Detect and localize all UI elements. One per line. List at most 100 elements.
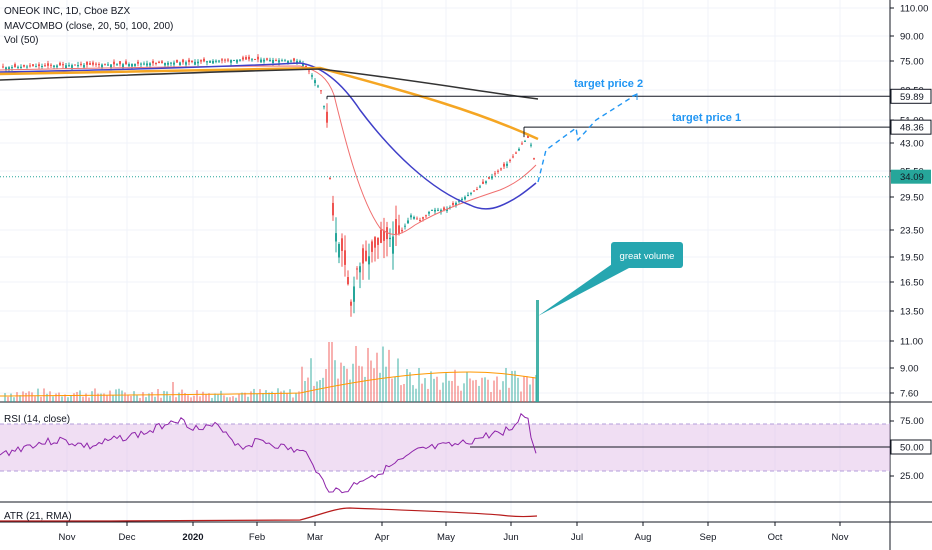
candle-body [434, 209, 436, 212]
volume-bar [421, 383, 423, 402]
target-price-badge-text: 48.36 [900, 123, 924, 134]
candle-body [461, 198, 463, 201]
volume-bar [109, 390, 111, 402]
volume-bar [160, 397, 162, 402]
candle-body [347, 277, 349, 285]
volume-bar [184, 393, 186, 402]
indicator-ma-label[interactable]: MAVCOMBO (close, 20, 50, 100, 200) [4, 21, 174, 32]
time-axis-label: Jun [503, 532, 518, 543]
volume-bar [457, 385, 459, 402]
volume-bar [346, 368, 348, 402]
atr-line [0, 507, 538, 522]
candle-body [419, 219, 421, 221]
candle-body [17, 66, 19, 68]
atr-pane-label[interactable]: ATR (21, RMA) [4, 511, 72, 522]
candle-body [425, 215, 427, 217]
volume-bar [286, 392, 288, 402]
volume-bar [253, 388, 255, 402]
volume-bar [397, 358, 399, 402]
time-axis-label: Nov [59, 532, 76, 543]
candle-body [233, 59, 235, 61]
candle-body [149, 63, 151, 66]
candle-body [98, 64, 100, 66]
candle-body [35, 66, 37, 68]
volume-bar [7, 396, 9, 402]
volume-bar [196, 390, 198, 402]
volume-bar [481, 377, 483, 402]
candle-body [251, 59, 253, 61]
volume-bar [13, 397, 15, 402]
volume-bar [394, 376, 396, 402]
volume-bar [511, 370, 513, 402]
time-axis-label: Aug [635, 532, 652, 543]
candle-body [308, 70, 310, 72]
volume-bar [478, 385, 480, 402]
volume-bar [91, 391, 93, 402]
candle-body [440, 209, 442, 213]
volume-bar [298, 391, 300, 402]
candle-body [242, 57, 244, 60]
target-price-2-label: target price 2 [574, 78, 643, 90]
candle-body [92, 62, 94, 65]
volume-bar [418, 367, 420, 402]
candle-body [182, 59, 184, 63]
volume-bar [388, 349, 390, 402]
volume-bar [370, 360, 372, 402]
volume-bar [157, 389, 159, 402]
candle-body [65, 65, 67, 69]
candle-body [356, 268, 358, 270]
volume-bar [505, 367, 507, 402]
price-tick-label: 16.50 [900, 278, 924, 289]
volume-bar [19, 395, 21, 402]
volume-bar [235, 397, 237, 402]
candle-body [215, 60, 217, 62]
candle-body [224, 59, 226, 61]
volume-bar [133, 391, 135, 402]
candle-body [368, 256, 370, 265]
rsi-pane-label[interactable]: RSI (14, close) [4, 414, 71, 425]
candle-body [371, 241, 373, 252]
volume-bar [487, 379, 489, 402]
volume-bar [130, 395, 132, 402]
rsi-tick-label: 25.00 [900, 471, 924, 482]
candle-body [32, 64, 34, 67]
candle-body [290, 60, 292, 62]
indicator-vol-label[interactable]: Vol (50) [4, 35, 39, 46]
time-axis-label: Oct [768, 532, 783, 543]
candle-body [422, 217, 424, 219]
chart-title[interactable]: ONEOK INC, 1D, Cboe BZX [4, 6, 131, 17]
volume-bar [52, 396, 54, 402]
volume-bar [229, 397, 231, 402]
candle-body [320, 90, 322, 92]
candle-body [374, 237, 376, 248]
candle-body [155, 62, 157, 64]
candle-body [446, 209, 448, 211]
candle-body [5, 67, 7, 70]
volume-bar [424, 378, 426, 402]
volume-bar [466, 371, 468, 402]
candle-body [29, 65, 31, 67]
volume-bar [358, 365, 360, 402]
candle-body [59, 62, 61, 66]
volume-bar [520, 391, 522, 402]
candle-body [329, 178, 331, 180]
volume-bar [268, 392, 270, 402]
price-tick-label: 13.50 [900, 307, 924, 318]
volume-bar [106, 395, 108, 402]
candle-body [248, 56, 250, 60]
candle-body [485, 181, 487, 184]
candle-body [239, 59, 241, 61]
volume-bar [526, 376, 528, 402]
candle-body [392, 236, 394, 254]
candle-body [473, 190, 475, 192]
volume-bar [337, 378, 339, 402]
candle-body [518, 148, 520, 151]
volume-bar [250, 391, 252, 402]
target-price-badge [890, 88, 932, 104]
candle-body [512, 156, 514, 158]
volume-bar [259, 389, 261, 402]
volume-bar [292, 397, 294, 402]
candle-body [68, 65, 70, 67]
